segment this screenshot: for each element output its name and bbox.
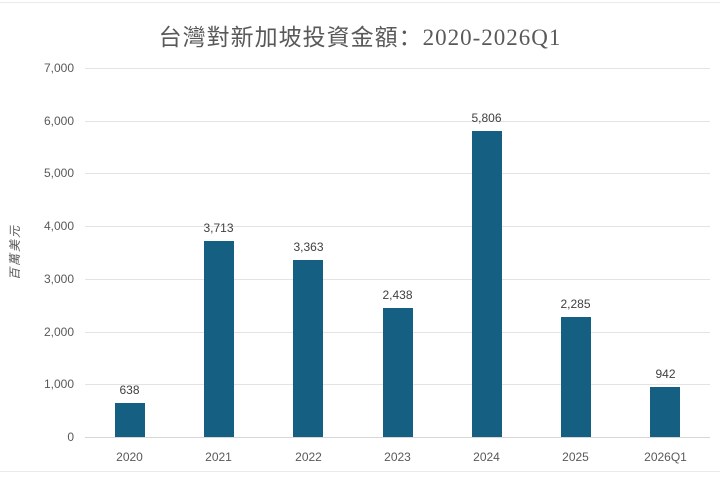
frame-top-line <box>0 2 720 3</box>
y-axis-title: 百萬美元 <box>8 224 22 281</box>
bar-2021 <box>204 241 234 437</box>
x-tick-label: 2025 <box>562 450 589 464</box>
y-tick-label: 5,000 <box>43 166 74 180</box>
x-tick-label: 2022 <box>295 450 322 464</box>
gridline <box>85 121 710 122</box>
y-tick-label: 1,000 <box>43 377 74 391</box>
y-tick-label: 3,000 <box>43 272 74 286</box>
x-axis-line <box>85 437 710 438</box>
gridline <box>85 226 710 227</box>
bar-2023 <box>383 308 413 437</box>
y-tick-label: 4,000 <box>43 219 74 233</box>
frame-bottom-line <box>0 471 720 472</box>
chart-title: 台灣對新加坡投資金額：2020-2026Q1 <box>158 25 562 50</box>
bar-value-label: 638 <box>119 383 140 397</box>
y-tick-label: 2,000 <box>43 325 74 339</box>
bar-value-label: 5,806 <box>471 111 502 125</box>
bar-2024 <box>472 131 502 437</box>
x-tick-label: 2020 <box>116 450 143 464</box>
bar-value-label: 2,438 <box>382 288 413 302</box>
x-tick-label: 2021 <box>205 450 232 464</box>
bar-2025 <box>561 317 591 437</box>
x-tick-label: 2026Q1 <box>644 450 687 464</box>
bar-value-label: 3,713 <box>203 221 234 235</box>
gridline <box>85 173 710 174</box>
bar-value-label: 2,285 <box>560 297 591 311</box>
x-tick-label: 2024 <box>473 450 500 464</box>
gridline <box>85 279 710 280</box>
bar-value-label: 942 <box>655 367 676 381</box>
y-tick-label: 0 <box>67 430 74 444</box>
y-tick-label: 6,000 <box>43 114 74 128</box>
bar-value-label: 3,363 <box>293 240 324 254</box>
bar-2026Q1 <box>650 387 680 437</box>
y-tick-label: 7,000 <box>43 61 74 75</box>
bar-2022 <box>293 260 323 437</box>
x-tick-label: 2023 <box>384 450 411 464</box>
gridline <box>85 68 710 69</box>
bar-2020 <box>115 403 145 437</box>
